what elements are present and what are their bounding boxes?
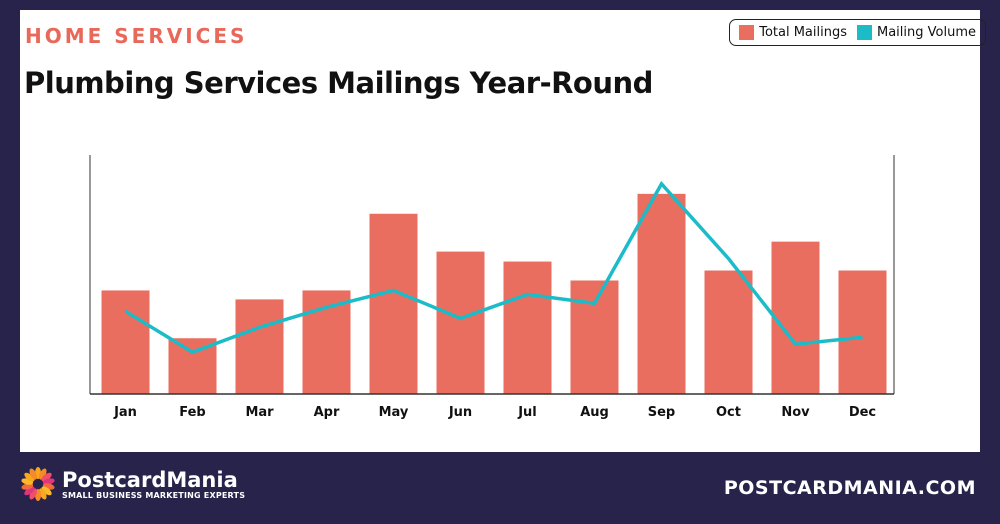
x-tick-label: May (379, 405, 409, 420)
bar-may (369, 213, 418, 394)
legend-swatch-line (857, 25, 872, 40)
line-mailing-volume (124, 180, 863, 355)
x-tick-label: Mar (245, 405, 274, 420)
x-tick-label: Jul (517, 405, 537, 420)
legend-label-bars: Total Mailings (759, 25, 847, 40)
brand-tagline: SMALL BUSINESS MARKETING EXPERTS (62, 490, 246, 500)
x-tick-label: Sep (648, 405, 676, 420)
bar-nov (771, 241, 820, 394)
x-tick-label: Aug (580, 405, 609, 420)
legend: Total Mailings Mailing Volume (729, 19, 986, 46)
x-tick-label: Apr (314, 405, 340, 420)
x-tick-label: Oct (716, 405, 741, 420)
sunburst-logo-icon (21, 467, 55, 501)
bar-aug (570, 280, 619, 394)
legend-swatch-bars (739, 25, 755, 40)
bar-dec (838, 270, 887, 394)
bar-jun (436, 251, 485, 394)
legend-item-mailing-volume: Mailing Volume (857, 25, 976, 40)
brand-name: PostcardMania (62, 467, 238, 492)
x-tick-label: Dec (849, 405, 876, 420)
bar-sep (637, 193, 686, 394)
brand-logo: PostcardMania SMALL BUSINESS MARKETING E… (20, 466, 245, 502)
bar-jul (503, 261, 552, 394)
chart-title: Plumbing Services Mailings Year-Round (24, 66, 653, 100)
legend-item-total-mailings: Total Mailings (739, 25, 847, 40)
category-kicker: HOME SERVICES (25, 24, 248, 48)
bar-mar (235, 299, 284, 394)
x-tick-label: Feb (179, 405, 205, 420)
x-tick-label: Jan (113, 405, 137, 420)
bar-oct (704, 270, 753, 394)
x-tick-label: Jun (448, 405, 472, 420)
bar-jan (101, 290, 150, 394)
legend-label-line: Mailing Volume (877, 25, 976, 40)
footer-url: POSTCARDMANIA.COM (723, 477, 976, 499)
x-tick-label: Nov (781, 405, 810, 420)
